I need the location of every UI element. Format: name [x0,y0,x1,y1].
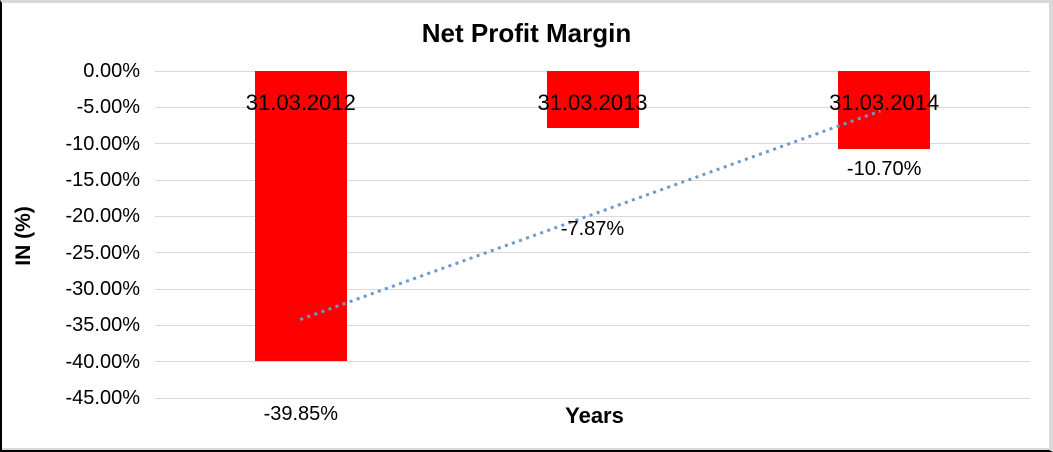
y-axis-title: IN (%) [12,206,35,266]
chart-title: Net Profit Margin [421,18,632,48]
x-axis-title: Years [565,403,624,428]
y-tick-label: -45.00% [65,387,141,409]
y-tick-label: -20.00% [65,205,141,228]
y-tick-label: 0.00% [83,60,140,82]
y-tick-label: -35.00% [65,314,141,337]
gridline [155,324,1030,326]
y-tick-label: -15.00% [65,169,141,191]
y-tick-label: -5.00% [76,96,140,119]
gridline [155,361,1030,363]
y-tick-label: -30.00% [65,278,141,300]
y-tick-label: -25.00% [65,241,141,264]
y-tick-label: -40.00% [65,350,141,373]
gridline [155,397,1030,399]
category-label: 31.03.2012 [245,90,356,115]
y-tick-label: -10.00% [65,132,141,155]
category-label: 31.03.2014 [829,90,940,115]
value-label: -10.70% [846,158,922,180]
value-label: -39.85% [263,403,339,425]
category-label: 31.03.2013 [537,90,648,115]
value-label: -7.87% [560,218,625,240]
frame-bottom-line [2,448,1049,450]
